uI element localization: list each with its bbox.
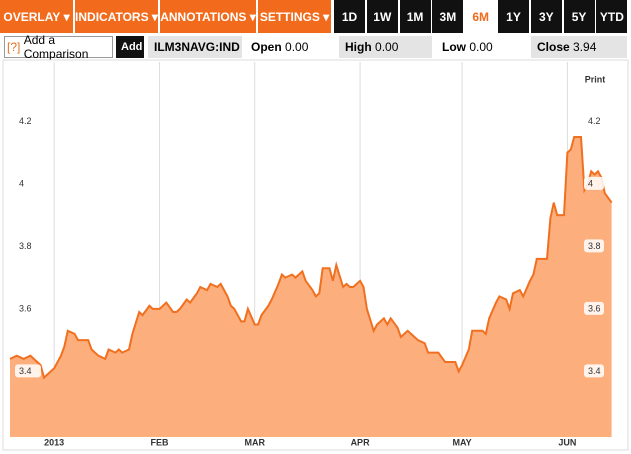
menu-button[interactable]: OVERLAY ▾: [0, 0, 73, 33]
x-tick-label: APR: [351, 437, 371, 447]
menu-label: ANNOTATIONS: [160, 9, 247, 24]
y-tick-box: [584, 176, 604, 190]
range-button[interactable]: 3Y: [530, 0, 562, 33]
range-button[interactable]: 6M: [465, 0, 497, 33]
field-value: 0.00: [469, 40, 493, 54]
y-tick-label: 3.4: [19, 366, 32, 376]
y-tick-label: 3.4: [588, 366, 601, 376]
y-tick-label: 3.8: [588, 241, 601, 251]
menu-button[interactable]: INDICATORS ▾: [75, 0, 158, 33]
field-value: 0.00: [375, 40, 399, 54]
line: [9, 136, 613, 380]
menu-label: SETTINGS: [259, 9, 320, 24]
range-button[interactable]: YTD: [596, 0, 628, 33]
range-button[interactable]: 1M: [399, 0, 431, 33]
field-label: Close: [537, 40, 570, 54]
y-tick-box: [15, 114, 41, 128]
help[interactable]: [?]: [7, 40, 21, 54]
y-tick-box: [584, 114, 604, 128]
range-button[interactable]: 5Y: [563, 0, 595, 33]
y-tick-label: 4: [588, 178, 593, 188]
y-tick-label: 4: [19, 178, 24, 188]
range-button[interactable]: 3M: [432, 0, 464, 33]
placeholder: Add a Comparison: [23, 33, 89, 61]
symbol: ILM3NAVG:IND: [148, 36, 242, 58]
x-tick-label: MAR: [244, 437, 265, 447]
y-tick-label: 3.6: [19, 303, 32, 313]
menu-label: OVERLAY: [3, 9, 61, 24]
y-tick-label: 4.2: [19, 116, 32, 126]
range-button[interactable]: 1Y: [498, 0, 529, 33]
field-value: 0.00: [285, 40, 309, 54]
field-label: Low: [442, 40, 466, 54]
y-tick-label: 3.6: [588, 303, 601, 313]
dropdown-arrow: ▾: [246, 9, 256, 24]
y-tick-box: [584, 301, 604, 315]
x-tick-label: JUN: [558, 437, 576, 447]
quote-field: Close 3.94: [531, 36, 627, 58]
menu-label: INDICATORS: [75, 9, 149, 24]
menu-button[interactable]: SETTINGS ▾: [258, 0, 331, 33]
y-tick-label: 3.8: [19, 241, 32, 251]
field-label: Open: [251, 40, 282, 54]
y-tick-box: [15, 176, 41, 190]
comparison-input[interactable]: [?] Add a Comparison: [4, 33, 113, 61]
field-label: High: [345, 40, 372, 54]
area: [10, 137, 612, 437]
y-tick-box: [15, 301, 41, 315]
y-tick-label: 4.2: [588, 116, 601, 126]
dropdown-arrow: ▾: [60, 9, 70, 24]
y-tick-box: [15, 239, 41, 253]
x-tick-label: FEB: [151, 437, 170, 447]
range-button[interactable]: 1D: [334, 0, 365, 33]
y-tick-box: [15, 364, 41, 378]
quote-field: Low 0.00: [436, 36, 527, 58]
range-button[interactable]: 1W: [366, 0, 398, 33]
quote-field: Open 0.00: [245, 36, 335, 58]
print-link[interactable]: Print: [585, 74, 606, 84]
y-tick-box: [584, 239, 604, 253]
dropdown-arrow: ▾: [148, 9, 158, 24]
field-value: 3.94: [573, 40, 597, 54]
quote-field: High 0.00: [339, 36, 432, 58]
chart-frame: [2, 59, 629, 451]
add-button[interactable]: Add: [116, 36, 144, 58]
x-tick-label: MAY: [452, 437, 471, 447]
y-tick-box: [584, 364, 604, 378]
dropdown-arrow: ▾: [319, 9, 330, 24]
x-tick-label: 2013: [44, 437, 64, 447]
menu-button[interactable]: ANNOTATIONS ▾: [160, 0, 256, 33]
